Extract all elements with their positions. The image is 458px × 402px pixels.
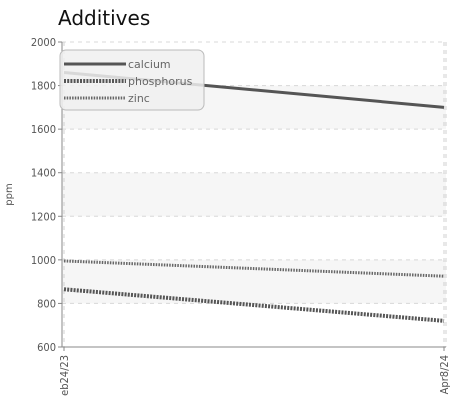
y-tick-label: 2000	[31, 36, 56, 49]
y-tick-label: 800	[37, 297, 56, 310]
y-axis-label: ppm	[4, 183, 15, 205]
grid-band	[62, 259, 446, 304]
x-tick-label: eb24/23	[58, 355, 71, 396]
legend-label-zinc: zinc	[128, 92, 150, 105]
y-tick-label: 1000	[31, 254, 56, 267]
legend-label-phosphorus: phosphorus	[128, 75, 193, 88]
y-tick-label: 1600	[31, 123, 56, 136]
y-tick-label: 1800	[31, 80, 56, 93]
series-line-phosphorus	[63, 287, 445, 323]
chart-title: Additives	[58, 6, 151, 30]
y-tick-label: 1200	[31, 210, 56, 223]
y-tick-label: 600	[37, 341, 56, 354]
legend-label-calcium: calcium	[128, 58, 171, 71]
x-tick-label: Apr8/24	[438, 355, 451, 394]
series-line-zinc	[63, 259, 445, 278]
grid-band	[62, 172, 446, 217]
y-tick-label: 1400	[31, 167, 56, 180]
